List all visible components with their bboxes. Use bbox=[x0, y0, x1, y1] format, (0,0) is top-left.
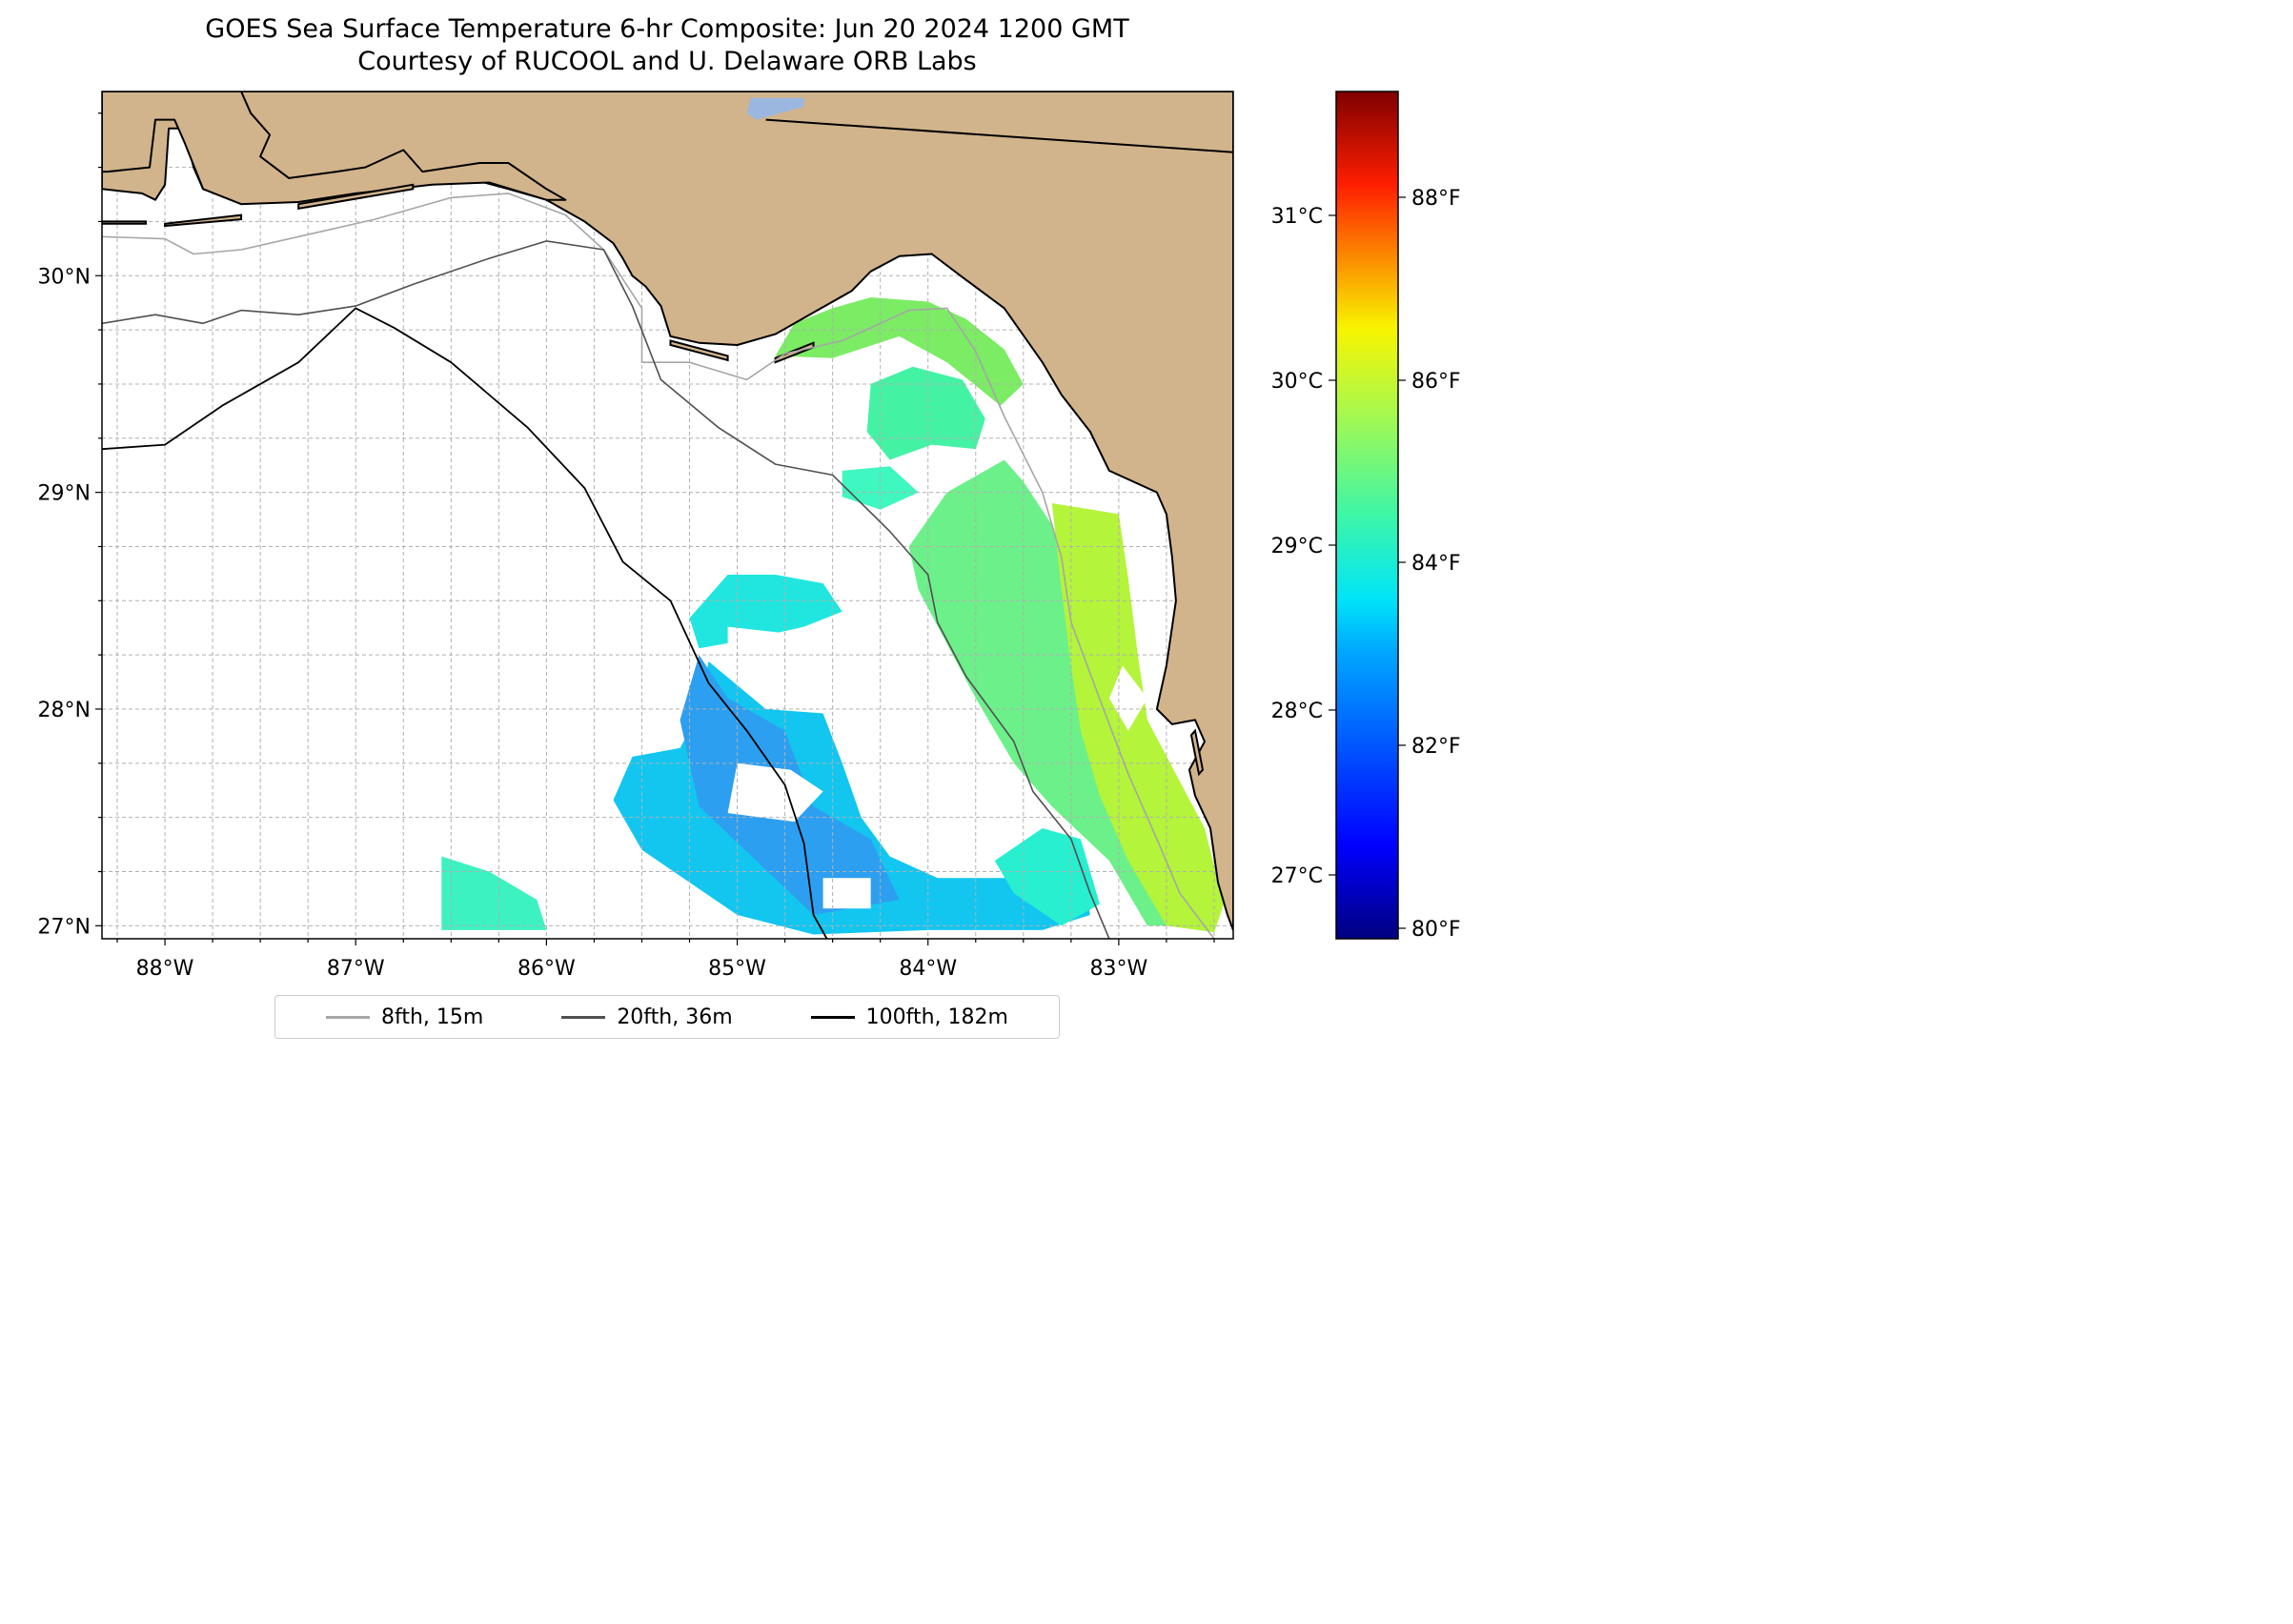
barrier-island-0 bbox=[102, 220, 147, 225]
barrier-island-2 bbox=[297, 183, 415, 210]
colorbar-gradient bbox=[1335, 91, 1399, 940]
legend-label-100fth: 100fth, 182m bbox=[865, 1005, 1008, 1029]
sst-gap-1 bbox=[727, 762, 823, 822]
isobath-20fth bbox=[102, 240, 1110, 939]
map-frame bbox=[101, 91, 1234, 940]
celsius-tick-label: 27°C bbox=[1271, 864, 1323, 888]
legend-swatch-8fth bbox=[325, 1015, 370, 1019]
isobath-layer bbox=[102, 193, 1215, 939]
legend-swatch-20fth bbox=[561, 1015, 606, 1019]
fahrenheit-tick-label: 80°F bbox=[1411, 918, 1461, 942]
y-tick-label: 27°N bbox=[38, 915, 91, 939]
isobath-100fth bbox=[102, 307, 828, 939]
lake bbox=[746, 97, 804, 120]
celsius-tick-label: 28°C bbox=[1271, 700, 1323, 723]
map-area[interactable] bbox=[102, 91, 1233, 939]
fahrenheit-tick-label: 84°F bbox=[1411, 552, 1461, 576]
sst-patch-9 bbox=[994, 828, 1100, 926]
celsius-tick-label: 29°C bbox=[1271, 535, 1323, 558]
state-boundary bbox=[765, 118, 1233, 153]
fahrenheit-tick-label: 82°F bbox=[1411, 735, 1461, 759]
sst-patch-5 bbox=[689, 575, 842, 649]
barrier-island-1 bbox=[164, 213, 243, 228]
land-layer bbox=[102, 91, 1233, 931]
legend-label-8fth: 8fth, 15m bbox=[380, 1005, 484, 1029]
sst-gap-0 bbox=[727, 626, 814, 692]
chart-title: GOES Sea Surface Temperature 6-hr Compos… bbox=[0, 13, 1334, 78]
x-tick-label: 83°W bbox=[1090, 957, 1148, 981]
legend-entry-8fth: 8fth, 15m bbox=[325, 1005, 484, 1029]
figure: 88°W 87°W 86°W 85°W 84°W 83°W 30°N 29°N 28°N 27°N… bbox=[38, 91, 1461, 981]
title-line-1: GOES Sea Surface Temperature 6-hr Compos… bbox=[205, 14, 1129, 44]
legend-entry-100fth: 100fth, 182m bbox=[810, 1005, 1008, 1029]
x-tick-label: 84°W bbox=[899, 957, 957, 981]
sst-patch-4 bbox=[1051, 503, 1224, 933]
isobath-8fth bbox=[102, 193, 1215, 939]
barrier-island-5 bbox=[1189, 728, 1205, 777]
legend-entry-20fth: 20fth, 36m bbox=[561, 1005, 733, 1029]
title-line-2: Courtesy of RUCOOL and U. Delaware ORB L… bbox=[357, 47, 977, 76]
x-tick-label: 85°W bbox=[708, 957, 766, 981]
y-tick-label: 29°N bbox=[38, 482, 91, 506]
x-tick-label: 88°W bbox=[136, 957, 194, 981]
panhandle-land bbox=[102, 91, 567, 206]
fahrenheit-tick-label: 88°F bbox=[1411, 187, 1461, 211]
sst-patch-0 bbox=[775, 297, 1024, 406]
legend-label-20fth: 20fth, 36m bbox=[617, 1005, 733, 1029]
barrier-island-3 bbox=[669, 339, 729, 362]
x-tick-label: 87°W bbox=[327, 957, 385, 981]
legend-swatch-100fth bbox=[810, 1015, 855, 1019]
y-tick-label: 30°N bbox=[38, 265, 91, 289]
celsius-tick-label: 30°C bbox=[1271, 370, 1323, 394]
x-tick-label: 86°W bbox=[517, 957, 576, 981]
fahrenheit-tick-label: 86°F bbox=[1411, 370, 1461, 394]
sst-layer bbox=[441, 297, 1224, 935]
legend: 8fth, 15m 20fth, 36m 100fth, 182m bbox=[274, 995, 1060, 1039]
map-axes: 88°W 87°W 86°W 85°W 84°W 83°W 30°N 29°N 28°N 27°N bbox=[38, 112, 1215, 981]
sst-patch-1 bbox=[866, 366, 985, 460]
sst-gap-2 bbox=[822, 878, 871, 909]
colorbar: 27°C 28°C 29°C 30°C 31°C 80°F 82°F 84°F 86°F 88°F bbox=[1271, 91, 1461, 942]
y-tick-label: 28°N bbox=[38, 699, 91, 722]
sst-patch-8 bbox=[441, 856, 547, 930]
celsius-tick-label: 31°C bbox=[1271, 205, 1323, 229]
